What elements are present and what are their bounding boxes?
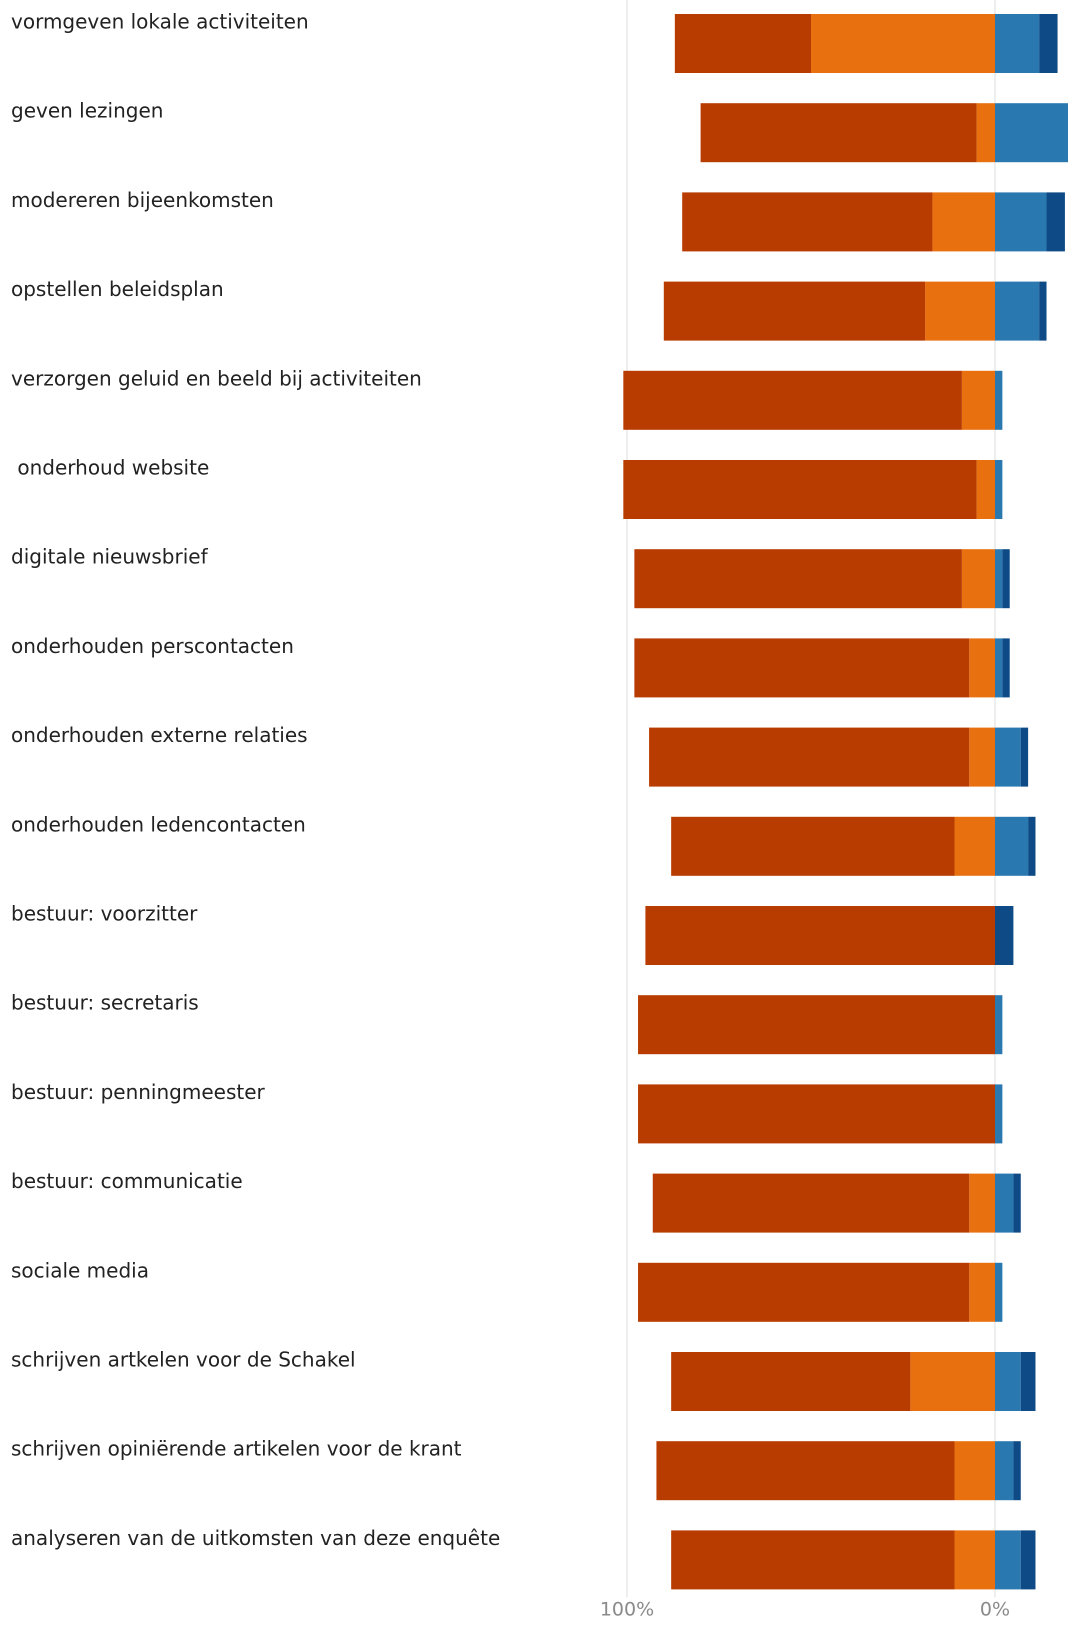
bar-segment-pos-inner (995, 995, 1003, 1055)
bar-segment-neg-outer (700, 103, 977, 163)
bar-segment-pos-inner (995, 1173, 1014, 1233)
grid-lines (626, 0, 996, 1598)
bar-segment-pos-outer (995, 906, 1014, 965)
bar-segment-neg-outer (623, 370, 962, 430)
bar-segment-neg-inner (961, 370, 995, 430)
bar-segment-pos-outer (1002, 549, 1010, 609)
bar-segment-neg-inner (954, 1441, 995, 1501)
bar-segment-pos-outer (1020, 1352, 1036, 1411)
bar-segment-neg-inner (961, 549, 995, 609)
bar-segment-neg-outer (674, 14, 811, 73)
bar-segment-neg-outer (671, 1352, 911, 1411)
bar-segment-neg-inner (811, 14, 995, 73)
category-label: sociale media (11, 1258, 149, 1282)
bar-segment-neg-inner (976, 460, 995, 519)
bar-segment-pos-inner (995, 549, 1003, 609)
bar-segment-pos-inner (995, 1262, 1003, 1322)
category-label: onderhouden perscontacten (11, 634, 294, 658)
x-axis-ticks: 100% 0% (600, 1598, 1010, 1620)
bar-segment-neg-outer (663, 281, 926, 341)
bar-segment-neg-inner (910, 1352, 995, 1411)
bar-segment-pos-outer (1002, 638, 1010, 698)
bar-area (623, 14, 1068, 1590)
bar-segment-pos-outer (1013, 1173, 1021, 1233)
category-label: verzorgen geluid en beeld bij activiteit… (11, 366, 422, 390)
bar-segment-pos-outer (1028, 816, 1036, 876)
category-label: bestuur: penningmeester (11, 1080, 266, 1104)
bar-segment-pos-outer (1013, 1441, 1021, 1501)
bar-segment-neg-inner (954, 816, 995, 876)
bar-segment-neg-inner (954, 1530, 995, 1590)
category-label: opstellen beleidsplan (11, 277, 224, 301)
category-label: digitale nieuwsbrief (11, 545, 209, 569)
bar-segment-pos-outer (1039, 14, 1058, 73)
bar-segment-neg-outer (649, 727, 970, 787)
category-label: vormgeven lokale activiteiten (11, 10, 309, 34)
bar-segment-neg-outer (634, 549, 962, 609)
bar-segment-neg-inner (925, 281, 995, 341)
x-tick-label: 0% (980, 1598, 1010, 1620)
bar-segment-pos-outer (1020, 727, 1029, 787)
bar-segment-neg-outer (638, 1084, 995, 1144)
bar-segment-pos-inner (995, 281, 1040, 341)
category-label: onderhouden ledencontacten (11, 812, 306, 836)
bar-segment-neg-outer (682, 192, 933, 252)
bar-segment-pos-inner (995, 727, 1021, 787)
bar-segment-neg-inner (969, 1262, 995, 1322)
category-label: bestuur: voorzitter (11, 902, 198, 926)
bar-segment-neg-outer (645, 906, 995, 965)
bar-segment-neg-outer (638, 995, 995, 1055)
category-label: bestuur: communicatie (11, 1169, 243, 1193)
bar-segment-pos-inner (995, 1084, 1003, 1144)
category-label: analyseren van de uitkomsten van deze en… (11, 1526, 500, 1550)
category-label: schrijven opiniërende artikelen voor de … (11, 1437, 462, 1461)
bar-segment-neg-outer (623, 460, 977, 519)
bar-segment-pos-inner (995, 638, 1003, 698)
bar-segment-pos-outer (1039, 281, 1047, 341)
bar-segment-pos-inner (995, 1530, 1021, 1590)
bar-segment-neg-inner (969, 727, 995, 787)
bar-segment-neg-inner (969, 1173, 995, 1233)
bar-segment-pos-outer (1020, 1530, 1036, 1590)
bar-segment-neg-outer (671, 1530, 955, 1590)
bar-segment-pos-inner (995, 1352, 1021, 1411)
bar-segment-neg-outer (638, 1262, 970, 1322)
category-label: onderhoud website (11, 456, 209, 480)
bar-segment-pos-inner (995, 370, 1003, 430)
category-label: modereren bijeenkomsten (11, 188, 274, 212)
bar-segment-neg-inner (976, 103, 995, 163)
x-tick-label: 100% (600, 1598, 654, 1620)
bar-segment-pos-inner (995, 192, 1047, 252)
category-label: geven lezingen (11, 99, 163, 123)
category-label: bestuur: secretaris (11, 991, 199, 1015)
bar-segment-neg-outer (656, 1441, 955, 1501)
bar-segment-neg-inner (932, 192, 995, 252)
bar-segment-neg-inner (969, 638, 995, 698)
bar-segment-pos-inner (995, 460, 1003, 519)
bar-segment-pos-inner (995, 816, 1029, 876)
bar-segment-neg-outer (652, 1173, 970, 1233)
bar-segment-pos-inner (995, 1441, 1014, 1501)
category-label: onderhouden externe relaties (11, 723, 308, 747)
bar-segment-pos-inner (995, 103, 1068, 163)
bar-segment-neg-outer (634, 638, 970, 698)
bar-segment-neg-outer (671, 816, 955, 876)
category-labels: vormgeven lokale activiteiten geven lezin… (11, 10, 500, 1550)
category-label: schrijven artkelen voor de Schakel (11, 1348, 356, 1372)
bar-segment-pos-inner (995, 14, 1040, 73)
bar-segment-pos-outer (1046, 192, 1065, 252)
